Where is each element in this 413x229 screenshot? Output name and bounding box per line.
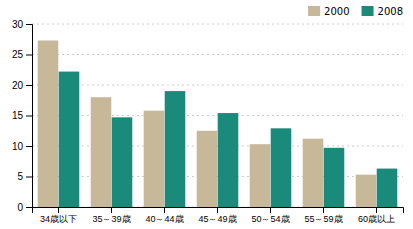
bar (112, 117, 133, 207)
bar (59, 72, 80, 207)
bar (377, 169, 398, 207)
legend-label: 2000 (324, 6, 349, 17)
x-tick: 34歳以下 (40, 207, 77, 224)
tick-label: 25 (12, 49, 24, 60)
y-tick: 30 (12, 19, 32, 30)
bar (356, 175, 377, 207)
legend-swatch (362, 6, 374, 16)
grid-line (32, 85, 403, 86)
grid-line (32, 115, 403, 116)
grid-line (32, 54, 403, 55)
y-tick: 0 (17, 202, 32, 213)
tick-label: 15 (12, 110, 24, 121)
bar (144, 111, 165, 207)
tick-mark (26, 24, 32, 25)
grid (32, 24, 403, 207)
tick-label: 55～59歳 (304, 214, 342, 224)
grid-line (32, 24, 403, 25)
tick-mark (217, 207, 218, 213)
chart-container: 0 5 10 15 20 25 30 34歳以下 35～39歳 40～44歳 45～49歳 50～54… (0, 0, 413, 229)
y-tick: 20 (12, 80, 32, 91)
grid-line (32, 146, 403, 147)
y-tick: 25 (12, 49, 32, 60)
axis-line (26, 25, 33, 208)
bar (91, 97, 112, 207)
x-axis: 34歳以下 35～39歳 40～44歳 45～49歳 50～54歳 55～59歳 60歳以上 (33, 207, 404, 224)
tick-label: 45～49歳 (198, 214, 236, 224)
tick-mark (111, 207, 112, 213)
y-tick: 5 (17, 171, 32, 182)
x-tick: 50～54歳 (251, 207, 289, 224)
bar (165, 91, 186, 207)
legend-swatch (308, 6, 320, 16)
bar (271, 128, 292, 207)
bar (303, 139, 324, 207)
tick-mark (26, 207, 32, 208)
bar (197, 131, 218, 207)
tick-label: 60歳以上 (358, 214, 395, 224)
legend-item: 2000 (308, 6, 349, 17)
bar (38, 40, 59, 207)
tick-mark (323, 207, 324, 213)
bar (324, 148, 345, 207)
legend: 2000 2008 (308, 6, 403, 17)
y-axis: 0 5 10 15 20 25 30 (12, 19, 33, 213)
x-tick: 60歳以上 (358, 207, 395, 224)
tick-mark (26, 177, 32, 178)
x-tick: 55～59歳 (304, 207, 342, 224)
tick-label: 34歳以下 (40, 214, 77, 224)
tick-label: 0 (17, 202, 23, 213)
tick-mark (26, 55, 32, 56)
x-tick: 35～39歳 (92, 207, 130, 224)
tick-mark (58, 207, 59, 213)
bar (218, 113, 239, 207)
bar-series (59, 72, 398, 207)
tick-label: 30 (12, 19, 24, 30)
bar (250, 144, 271, 207)
chart-svg: 0 5 10 15 20 25 30 34歳以下 35～39歳 40～44歳 45～49歳 50～54… (0, 0, 413, 229)
tick-label: 10 (12, 141, 24, 152)
y-tick: 10 (12, 141, 32, 152)
bar-series (38, 40, 377, 207)
bars (38, 40, 398, 207)
tick-mark (270, 207, 271, 213)
x-tick: 45～49歳 (198, 207, 236, 224)
legend-label: 2008 (378, 6, 403, 17)
legend-item: 2008 (362, 6, 403, 17)
grid-line (32, 176, 403, 177)
tick-label: 5 (17, 171, 23, 182)
tick-mark (26, 116, 32, 117)
y-tick: 15 (12, 110, 32, 121)
tick-mark (26, 146, 32, 147)
axis-line (33, 208, 404, 214)
tick-mark (164, 207, 165, 213)
tick-mark (376, 207, 377, 213)
x-tick: 40～44歳 (145, 207, 183, 224)
tick-mark (26, 85, 32, 86)
tick-label: 40～44歳 (145, 214, 183, 224)
tick-label: 20 (12, 80, 24, 91)
tick-label: 35～39歳 (92, 214, 130, 224)
tick-label: 50～54歳 (251, 214, 289, 224)
plot-area: 0 5 10 15 20 25 30 34歳以下 35～39歳 40～44歳 45～49歳 50～54… (12, 19, 404, 225)
